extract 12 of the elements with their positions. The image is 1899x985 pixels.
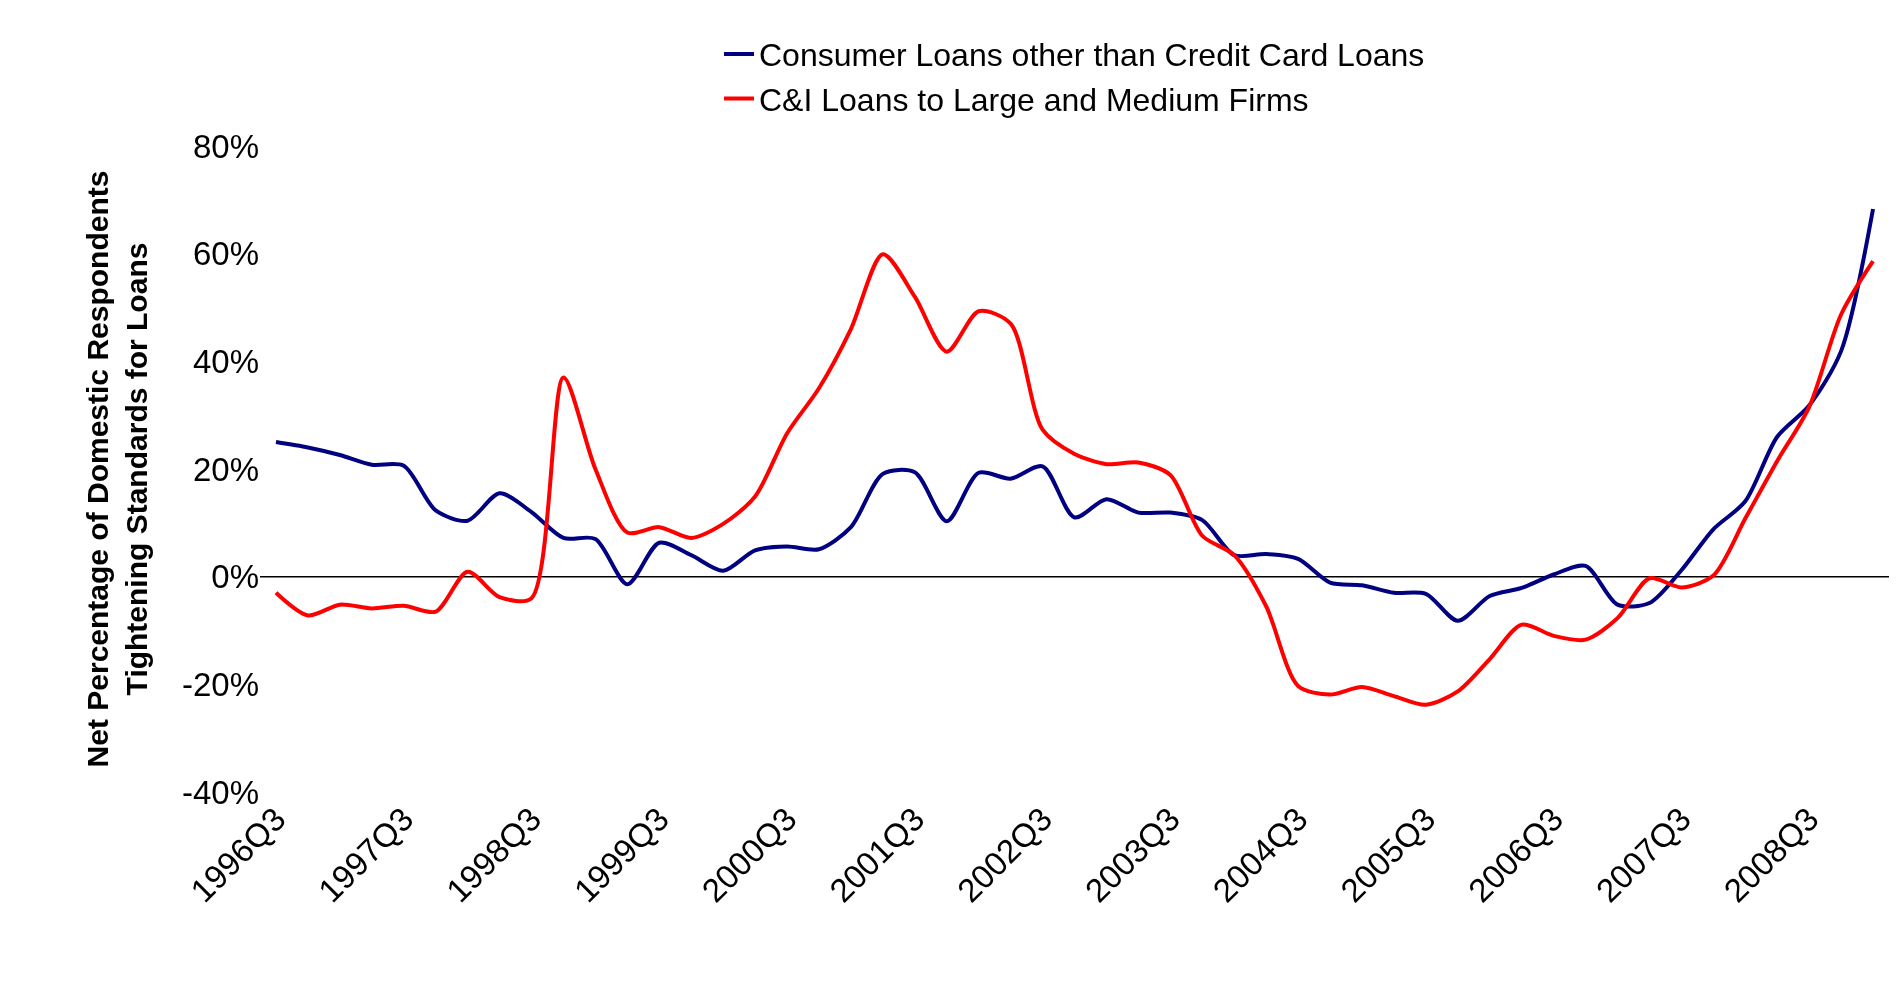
y-tick-label: 60% <box>192 235 259 273</box>
y-tick-label: 0% <box>211 558 259 596</box>
y-tick-label: -40% <box>181 773 259 811</box>
y-axis-title: Net Percentage of Domestic Respondents Tightening Standards for Loans <box>80 170 153 768</box>
legend-label: C&I Loans to Large and Medium Firms <box>759 82 1309 118</box>
y-tick-label: 40% <box>192 342 259 380</box>
line-series <box>273 206 1876 623</box>
y-tick-label: 80% <box>192 127 259 165</box>
legend-label: Consumer Loans other than Credit Card Loans <box>759 37 1425 74</box>
line-series <box>273 252 1876 707</box>
y-tick-label: 20% <box>192 450 259 488</box>
y-tick-label: -20% <box>181 665 259 703</box>
